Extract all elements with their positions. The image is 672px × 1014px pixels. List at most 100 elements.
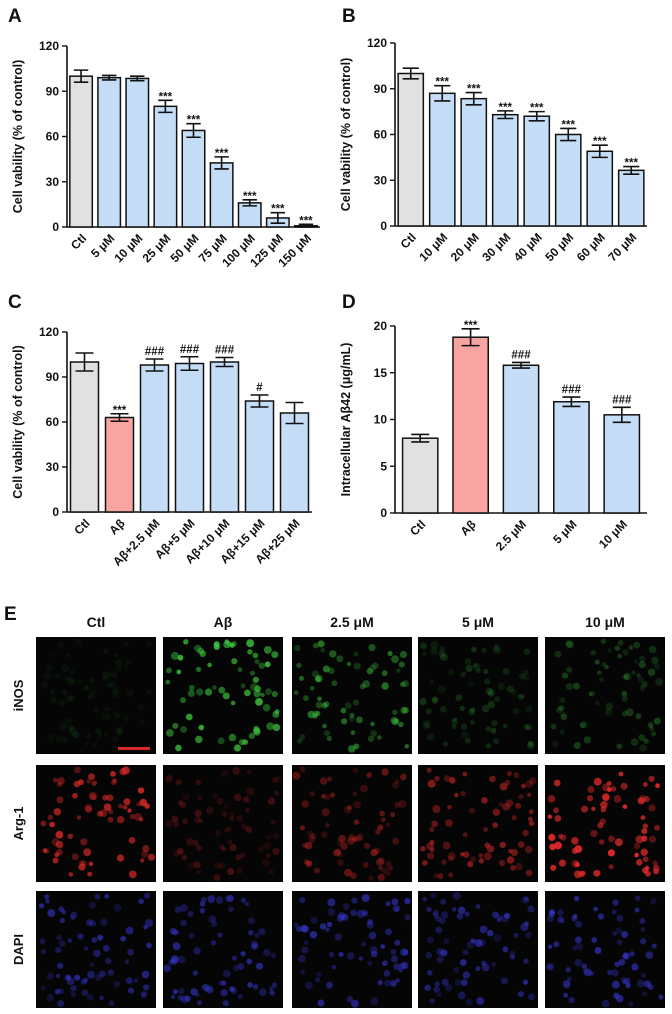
significance-label: *** [464, 320, 478, 332]
cell-dot [573, 742, 581, 749]
cell-dot [513, 772, 520, 778]
chart-panel-c: C 0 30 60 90 120 Cell vability (% of control) C… [8, 292, 312, 569]
cell-dot [423, 720, 431, 728]
cell-dot [368, 931, 377, 940]
cell-dot [141, 970, 150, 979]
cell-dot [121, 766, 130, 775]
cell-dot [614, 961, 620, 968]
cell-dot [213, 861, 221, 870]
cell-dot [137, 787, 145, 794]
cell-dot [83, 946, 89, 951]
cell-dot [44, 894, 50, 900]
cell-dot [175, 744, 182, 752]
cell-dot [106, 682, 112, 688]
cell-dot [336, 914, 345, 922]
cell-dot [523, 648, 531, 655]
cell-dot [643, 738, 649, 744]
cell-dot [362, 861, 369, 868]
cell-dot [311, 670, 319, 678]
cell-dot [549, 723, 557, 730]
cell-dot [604, 664, 609, 670]
cell-dot [68, 724, 75, 731]
cell-dot [133, 813, 142, 821]
cell-dot [591, 937, 598, 943]
cell-dot [198, 818, 203, 824]
cell-dot [45, 899, 50, 904]
cell-dot [594, 659, 600, 665]
cell-dot [370, 721, 375, 727]
cell-dot [622, 953, 629, 959]
cell-dot [240, 951, 246, 957]
cell-dot [313, 867, 320, 874]
cell-dot [452, 717, 458, 723]
error-bar [298, 223, 314, 228]
micrograph-tile [163, 891, 283, 1008]
cell-dot [435, 926, 443, 934]
cell-dot [392, 837, 399, 845]
cell-dot [623, 977, 631, 985]
cell-dot [196, 794, 203, 801]
cell-dot [109, 681, 117, 688]
cell-dot [331, 680, 338, 687]
cell-dot [400, 681, 406, 688]
cell-dot [89, 689, 98, 697]
cell-dot [479, 925, 488, 934]
cell-dot [393, 963, 401, 971]
cell-dot [58, 906, 64, 912]
micrograph-background [418, 765, 538, 882]
cell-dot [145, 919, 153, 927]
cell-dot [522, 673, 530, 681]
cell-dot [616, 914, 624, 922]
significance-label: *** [593, 136, 607, 148]
cell-dot [385, 928, 392, 936]
cell-dot [358, 956, 364, 961]
cell-dot [462, 832, 468, 838]
cell-dot [612, 931, 618, 937]
cell-dot [269, 990, 275, 996]
cell-dot [247, 917, 255, 925]
bar [69, 75, 94, 228]
cell-dot [575, 942, 584, 951]
cell-dot [49, 696, 57, 704]
cell-dot [115, 659, 123, 667]
cell-dot [89, 920, 96, 927]
cell-dot [217, 737, 225, 745]
cell-dot [419, 697, 427, 706]
micrograph-background [292, 765, 412, 882]
cell-dot [57, 777, 65, 785]
cell-dot [487, 930, 494, 937]
cell-dot [220, 989, 228, 997]
cell-dot [314, 674, 323, 683]
cell-dot [561, 672, 569, 679]
cell-dot [559, 729, 565, 735]
cell-dot [456, 913, 464, 920]
cell-dot [637, 979, 645, 988]
cell-dot [470, 938, 476, 944]
cell-dot [436, 956, 444, 963]
cell-dot [351, 999, 359, 1008]
cell-dot [647, 722, 654, 728]
row-label: DAPI [11, 934, 26, 965]
cell-dot [398, 661, 405, 668]
cell-dot [308, 836, 316, 843]
cell-dot [651, 656, 659, 665]
cell-dot [643, 796, 650, 802]
cell-dot [212, 685, 217, 690]
cell-dot [252, 676, 259, 683]
cell-dot [86, 919, 93, 926]
cell-dot [432, 805, 441, 813]
cell-dot [462, 771, 468, 777]
cell-dot [194, 809, 202, 818]
cell-dot [64, 974, 72, 982]
cell-dot [175, 779, 182, 786]
cell-dot [617, 653, 622, 659]
cell-dot [453, 966, 460, 973]
cell-dot [368, 875, 374, 881]
cell-dot [360, 784, 368, 793]
cell-dot [263, 948, 271, 957]
cell-dot [195, 992, 200, 998]
cell-dot [67, 677, 76, 685]
cell-dot [448, 669, 454, 676]
cell-dot [87, 694, 94, 700]
bar [209, 361, 240, 513]
